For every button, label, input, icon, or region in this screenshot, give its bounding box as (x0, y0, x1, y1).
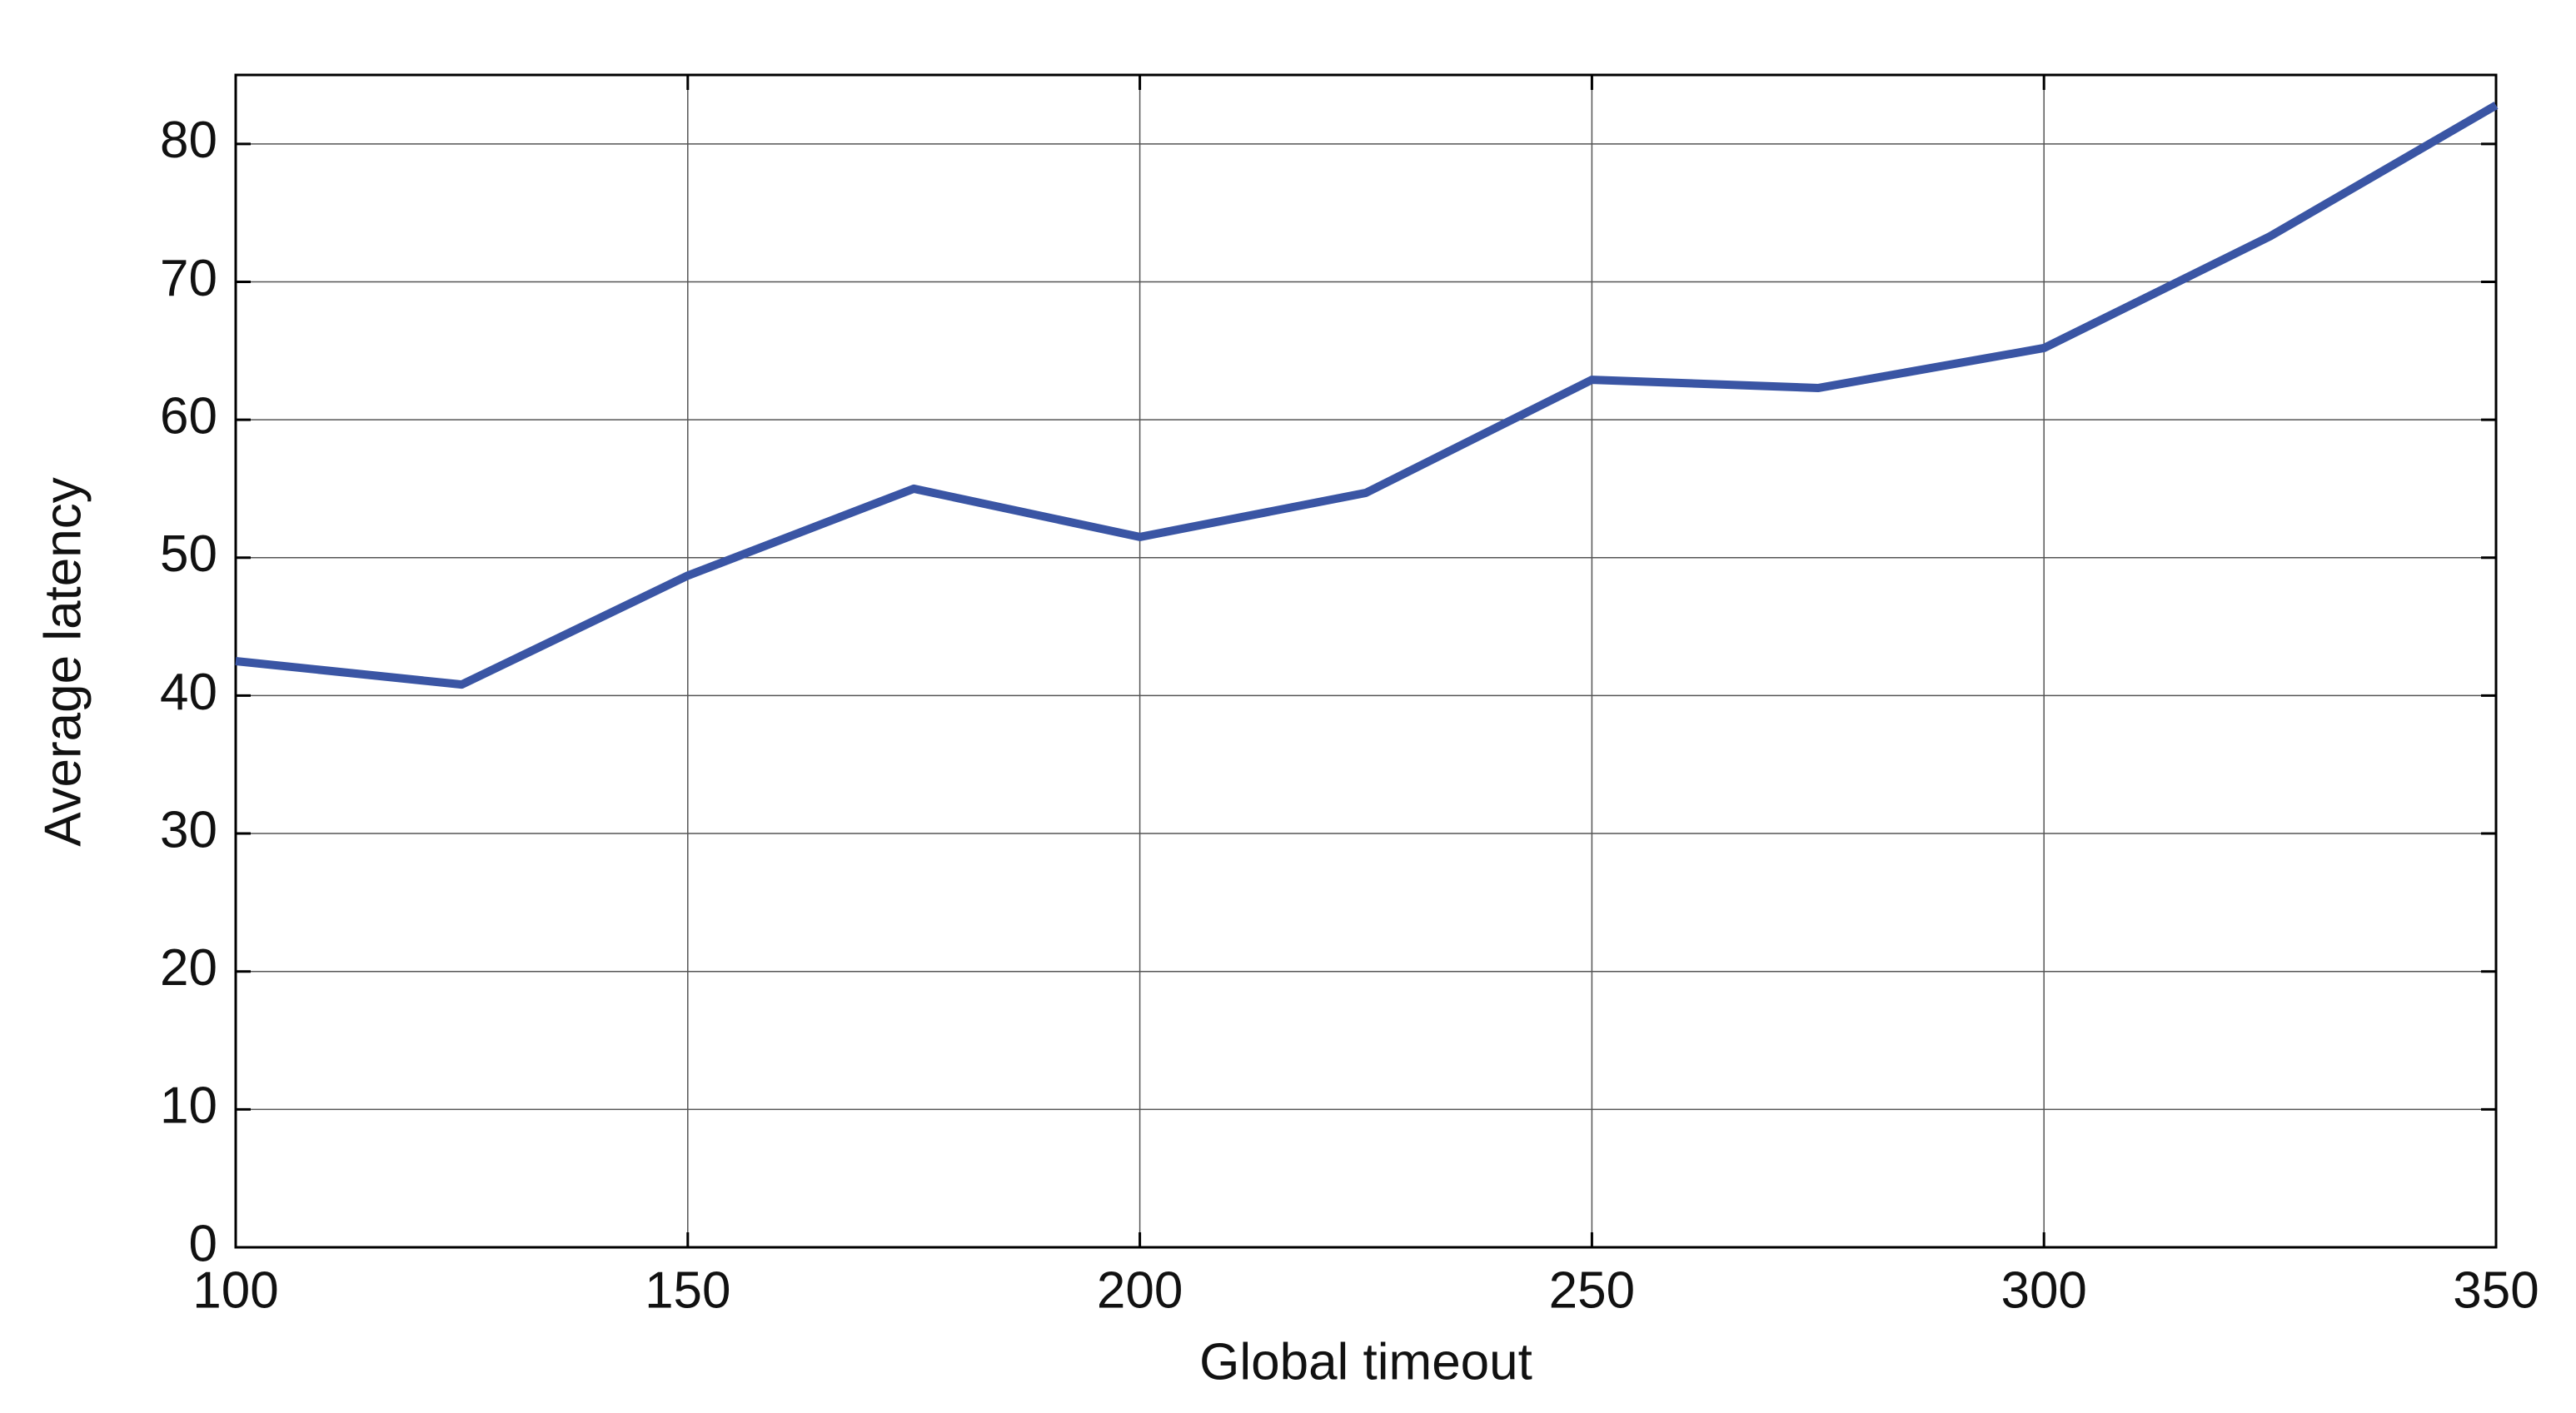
y-tick-label: 40 (160, 664, 217, 721)
y-tick-label: 0 (189, 1215, 217, 1272)
x-tick-label: 350 (2453, 1261, 2539, 1319)
x-tick-label: 300 (2001, 1261, 2086, 1319)
y-tick-label: 20 (160, 939, 217, 997)
y-axis-label: Average latency (34, 477, 92, 846)
x-tick-label: 200 (1097, 1261, 1183, 1319)
x-axis-label: Global timeout (1199, 1333, 1532, 1391)
y-tick-label: 60 (160, 387, 217, 445)
x-tick-label: 150 (645, 1261, 730, 1319)
data-line (235, 102, 2499, 689)
y-tick-label: 50 (160, 525, 217, 583)
y-tick-label: 80 (160, 112, 217, 169)
y-tick-label: 10 (160, 1077, 217, 1135)
y-tick-label: 30 (160, 801, 217, 858)
x-tick-label: 100 (192, 1261, 278, 1319)
y-tick-label: 70 (160, 250, 217, 307)
x-tick-label: 250 (1549, 1261, 1635, 1319)
plot-frame (234, 73, 2498, 1249)
